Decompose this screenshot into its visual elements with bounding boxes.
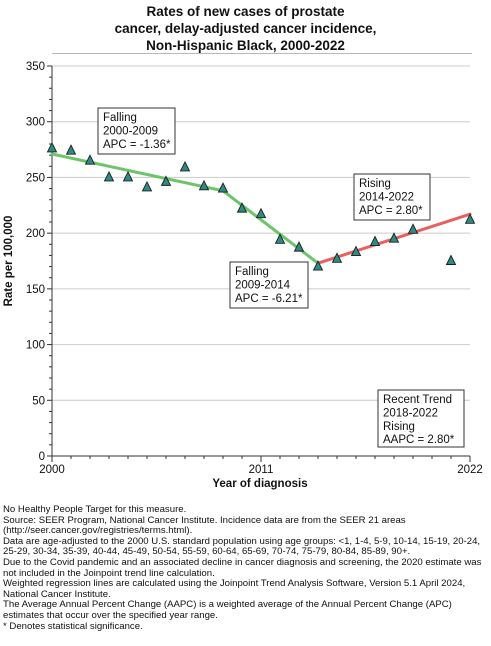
y-tick-label: 0 bbox=[39, 451, 45, 463]
chart-title-line-2: cancer, delay-adjusted cancer incidence, bbox=[114, 21, 377, 36]
data-point-marker bbox=[312, 260, 324, 271]
annotation-line: APC = -6.21* bbox=[235, 293, 303, 305]
x-tick-label: 2022 bbox=[457, 464, 483, 476]
y-tick-label: 200 bbox=[26, 228, 45, 240]
annotation-line: 2014-2022 bbox=[359, 191, 414, 203]
x-tick-label: 2011 bbox=[249, 464, 274, 476]
annotation-line: Recent Trend bbox=[383, 394, 452, 406]
y-axis-title: Rate per 100,000 bbox=[3, 216, 15, 307]
trend-chart: 0 50 100 150 200 250 300 350 2000 2011 2022 Falli… bbox=[3, 61, 483, 490]
annotation-line: Rising bbox=[383, 421, 415, 433]
title-divider bbox=[52, 53, 472, 54]
annotation-frame bbox=[353, 173, 431, 221]
data-point-marker bbox=[65, 144, 77, 155]
data-point-marker bbox=[293, 241, 305, 252]
data-point-marker bbox=[103, 170, 115, 182]
data-point-marker bbox=[464, 213, 476, 224]
annotation-line: AAPC = 2.80* bbox=[383, 434, 455, 446]
footnote-aapc: The Average Annual Percent Change (AAPC)… bbox=[3, 599, 455, 621]
footnote-regression: Weighted regression lines are calculated… bbox=[3, 578, 468, 600]
data-point-marker bbox=[198, 179, 210, 191]
annotation-line: 2018-2022 bbox=[383, 407, 438, 419]
annotation-line: APC = 2.80* bbox=[359, 205, 423, 217]
chart-title-line-3: Non-Hispanic Black, 2000-2022 bbox=[146, 38, 345, 53]
y-tick-label: 150 bbox=[26, 284, 45, 296]
data-point-marker bbox=[445, 254, 457, 265]
data-point-marker bbox=[331, 252, 343, 263]
footnote-significance: * Denotes statistical significance. bbox=[3, 620, 143, 632]
annotation-line: Rising bbox=[359, 178, 391, 190]
annotation-frame bbox=[97, 107, 176, 155]
data-point-marker bbox=[84, 154, 96, 165]
y-tick-label: 100 bbox=[26, 340, 45, 352]
y-tick-label: 350 bbox=[26, 61, 45, 73]
data-point-marker bbox=[217, 182, 229, 193]
y-tick-label: 50 bbox=[32, 395, 45, 407]
annotation-line: Falling bbox=[235, 266, 269, 278]
annotation-line: 2009-2014 bbox=[235, 279, 291, 291]
data-point-marker bbox=[274, 233, 286, 244]
data-point-marker bbox=[46, 141, 58, 153]
x-tick-label: 2000 bbox=[39, 464, 65, 476]
chart-title: Rates of new cases of prostate cancer, d… bbox=[0, 3, 491, 54]
footnote-healthy-people: No Healthy People Target for this measur… bbox=[3, 504, 187, 515]
data-point-marker bbox=[236, 202, 248, 213]
footnote-covid: Due to the Covid pandemic and an associa… bbox=[3, 556, 485, 579]
x-axis-ticks: 2000 2011 2022 bbox=[39, 456, 483, 476]
data-point-marker bbox=[179, 160, 191, 172]
data-point-marker bbox=[160, 175, 172, 186]
x-axis-title: Year of diagnosis bbox=[212, 478, 307, 490]
data-point-marker bbox=[388, 232, 400, 243]
annotation-frame bbox=[377, 389, 465, 448]
footnote-age-adjustment: Data are age-adjusted to the 2000 U.S. s… bbox=[3, 535, 483, 558]
trend-segment bbox=[50, 152, 225, 193]
y-axis-ticks: 0 50 100 150 200 250 300 350 bbox=[26, 61, 52, 463]
data-point-marker bbox=[369, 235, 381, 247]
data-point-marker bbox=[122, 170, 134, 182]
y-tick-label: 250 bbox=[26, 172, 45, 184]
annotation-line: APC = -1.36* bbox=[103, 139, 171, 151]
annotation-line: 2000-2009 bbox=[103, 125, 158, 137]
annotation-frame bbox=[229, 261, 309, 309]
trend-segment bbox=[221, 189, 320, 265]
data-point-marker bbox=[350, 245, 362, 257]
footnote-source: Source: SEER Program, National Cancer In… bbox=[3, 514, 409, 537]
footnotes: No Healthy People Target for this measur… bbox=[3, 504, 489, 632]
chart-title-line-1: Rates of new cases of prostate bbox=[146, 4, 345, 19]
data-point-marker bbox=[407, 223, 419, 234]
annotation-line: Falling bbox=[103, 112, 137, 124]
observed-points bbox=[46, 141, 476, 271]
y-tick-label: 300 bbox=[26, 117, 45, 129]
data-point-marker bbox=[255, 207, 267, 219]
data-point-marker bbox=[141, 180, 153, 192]
